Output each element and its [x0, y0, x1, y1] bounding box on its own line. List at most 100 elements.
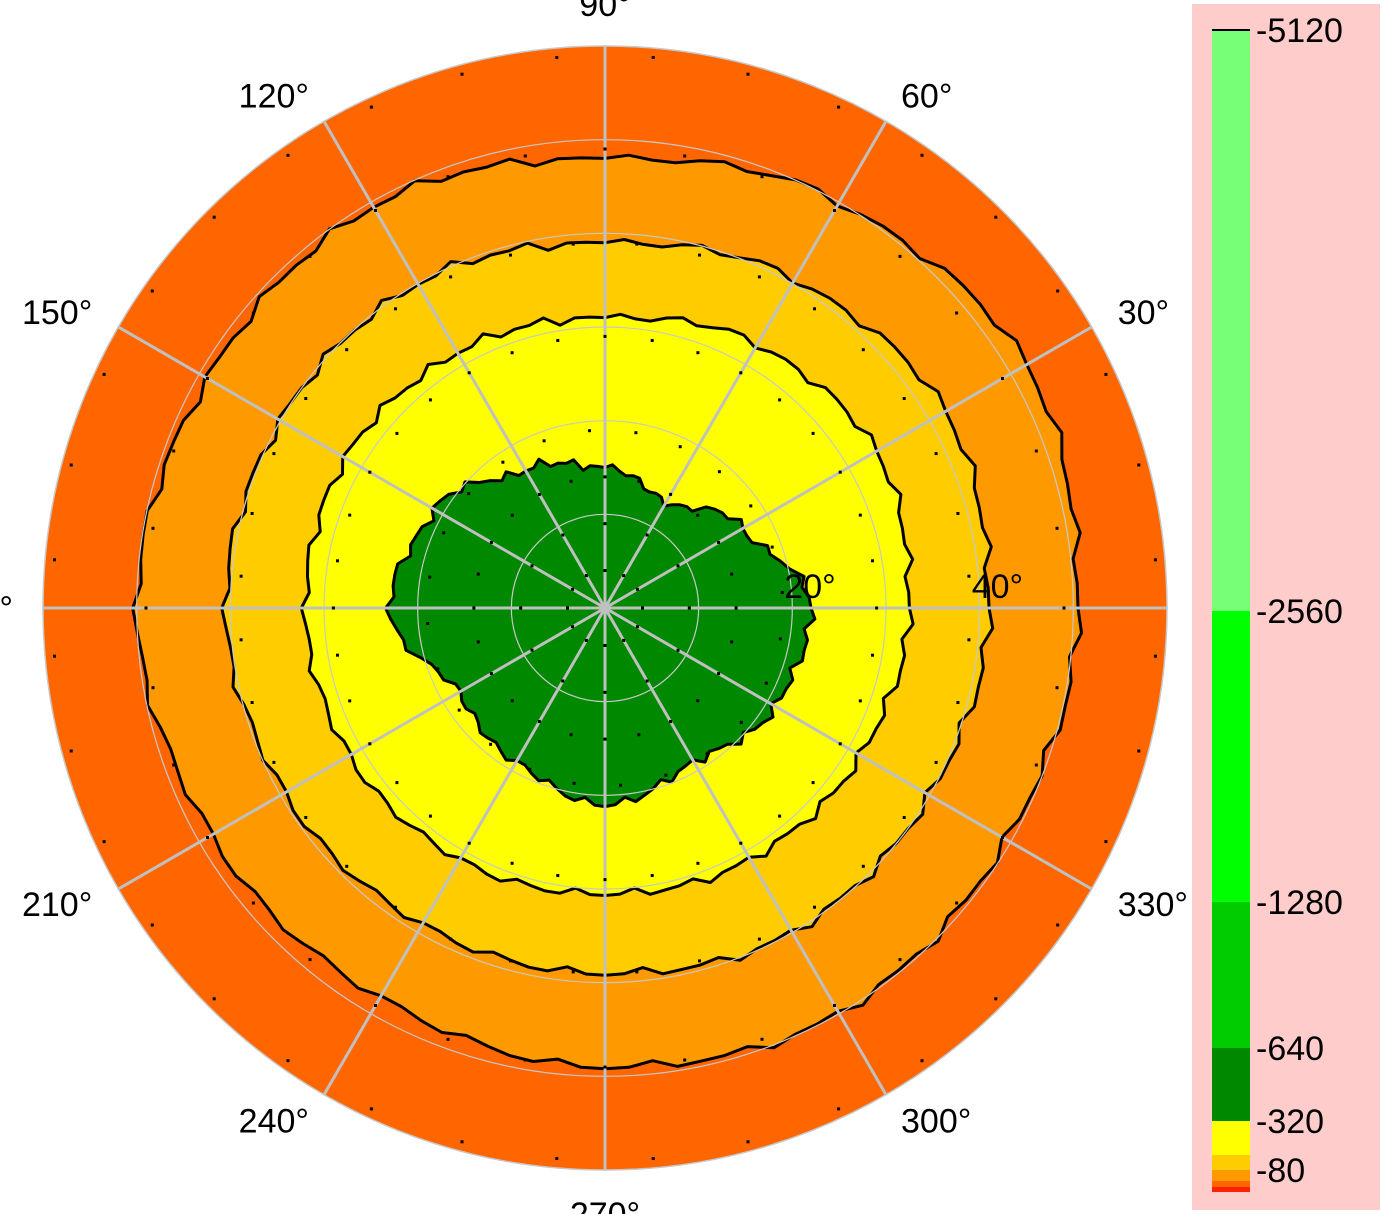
sample-point	[603, 334, 607, 338]
spoke-210	[117, 606, 606, 891]
sample-point	[920, 153, 924, 157]
sample-point	[1055, 526, 1059, 530]
sample-point	[622, 638, 626, 642]
sample-point	[778, 398, 782, 402]
sample-point	[542, 439, 546, 443]
sample-point	[645, 533, 649, 537]
colorbar-tick-label: -80	[1256, 1152, 1305, 1190]
sample-point	[510, 699, 514, 703]
sample-point	[635, 970, 639, 974]
sample-point	[1137, 749, 1141, 753]
spoke-30	[604, 325, 1093, 610]
sample-point	[778, 814, 782, 818]
sample-point	[696, 351, 700, 355]
sample-point	[858, 513, 862, 517]
sample-point	[345, 864, 349, 868]
sample-point	[717, 470, 721, 474]
colorbar-tick-label: -2560	[1256, 593, 1343, 631]
sample-point	[676, 564, 680, 568]
sample-point	[368, 742, 372, 746]
sample-point	[902, 397, 906, 400]
sample-point	[239, 638, 243, 642]
sample-point	[651, 1157, 655, 1160]
sample-point	[770, 545, 774, 549]
sample-point	[994, 997, 998, 1001]
sample-point	[509, 959, 512, 963]
sample-point	[734, 606, 738, 610]
sample-point	[523, 154, 527, 158]
sample-point	[571, 625, 575, 629]
sample-point	[467, 371, 471, 375]
angle-label-60: 60°	[901, 77, 952, 115]
sample-point	[308, 254, 312, 258]
sample-point	[603, 1065, 607, 1069]
spoke-60	[603, 120, 888, 609]
sample-point	[428, 398, 432, 402]
colorbar-legend: -5120 -2560 -1280 -640 -320 -80	[1192, 4, 1380, 1210]
sample-point	[584, 574, 588, 578]
sample-point	[683, 1058, 687, 1062]
sample-point	[994, 215, 998, 219]
sample-point	[645, 679, 649, 683]
sample-point	[696, 861, 700, 865]
sample-point	[369, 105, 373, 109]
sample-point	[510, 513, 514, 517]
sample-point	[446, 1037, 450, 1041]
sample-point	[368, 470, 372, 474]
angle-label-300: 300°	[901, 1103, 971, 1141]
sample-point	[637, 733, 641, 737]
angle-label-30: 30°	[1118, 294, 1169, 332]
sample-point	[619, 783, 622, 787]
sample-point	[811, 781, 815, 785]
sample-point	[348, 513, 352, 517]
sample-point	[603, 522, 607, 526]
sample-point	[780, 591, 784, 594]
sample-point	[676, 648, 680, 652]
sample-point	[634, 431, 638, 435]
sample-point	[428, 575, 432, 579]
sample-point	[467, 841, 471, 845]
sample-point	[730, 640, 734, 644]
sample-point	[537, 720, 541, 724]
sample-point	[749, 504, 753, 508]
sample-point	[811, 431, 815, 435]
sample-point	[934, 452, 938, 456]
sample-point	[69, 463, 73, 467]
sample-point	[150, 289, 154, 293]
sample-point	[501, 460, 505, 464]
sample-point	[336, 559, 339, 563]
sample-point	[489, 540, 493, 544]
sample-point	[1055, 686, 1059, 690]
sample-point	[476, 572, 480, 576]
sample-point	[69, 749, 73, 753]
sample-point	[838, 742, 842, 746]
sample-point	[603, 147, 607, 151]
sample-point	[664, 773, 668, 777]
sample-point	[838, 470, 842, 474]
sample-point	[523, 1058, 527, 1062]
sample-point	[1001, 377, 1004, 380]
sample-point	[717, 540, 721, 544]
sample-point	[519, 606, 523, 610]
sample-point	[920, 1059, 924, 1063]
spoke-120	[322, 120, 607, 609]
colorbar-segment	[1212, 1181, 1250, 1187]
sample-point	[571, 970, 575, 974]
colorbar-tick-label: -1280	[1256, 884, 1343, 922]
sample-point	[698, 253, 701, 257]
sample-point	[637, 479, 641, 483]
colorbar-tick-label: -5120	[1256, 12, 1343, 50]
sample-point	[286, 153, 290, 157]
sample-point	[698, 959, 701, 963]
sample-point	[934, 760, 938, 764]
sample-point	[739, 841, 743, 845]
sample-point	[650, 874, 654, 877]
colorbar-segment	[1212, 611, 1250, 902]
sample-point	[1137, 463, 1141, 467]
sample-point	[250, 512, 254, 515]
sample-point	[730, 572, 734, 576]
sample-point	[53, 558, 56, 562]
sample-point	[739, 720, 743, 724]
sample-point	[530, 564, 534, 568]
sample-point	[212, 215, 216, 219]
